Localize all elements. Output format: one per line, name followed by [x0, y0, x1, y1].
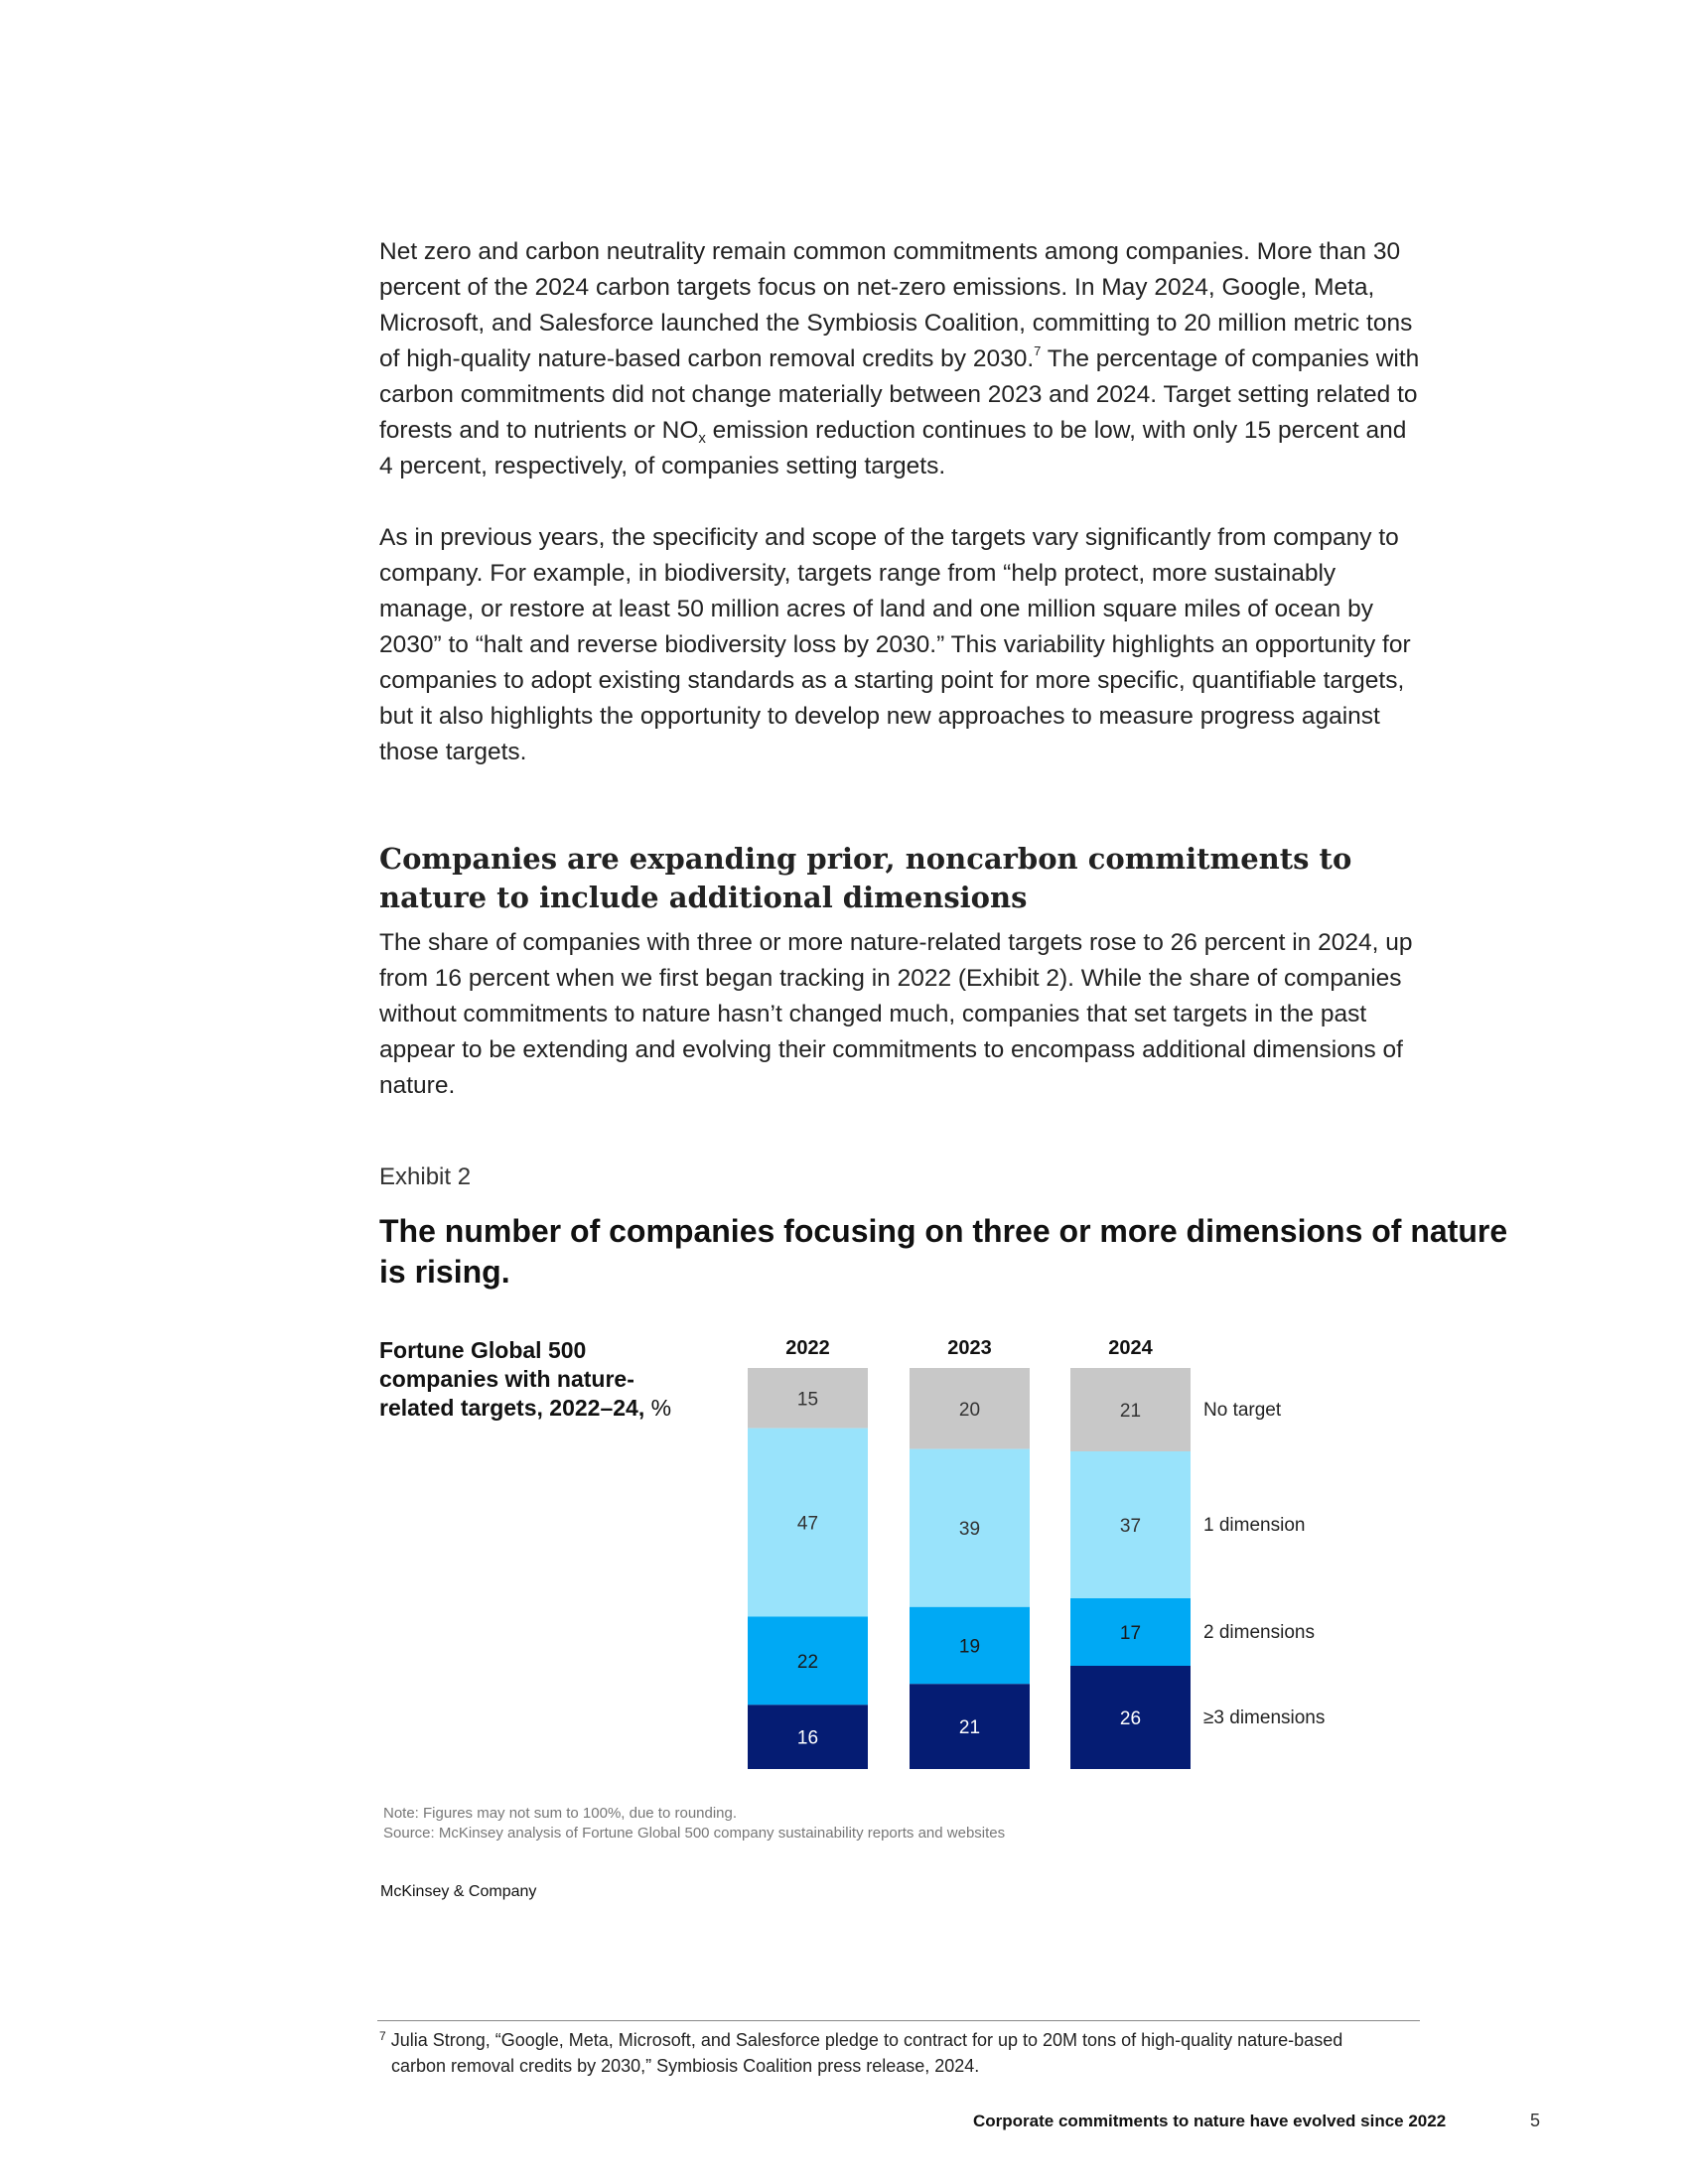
- stacked-bar-chart: 2022 15 47 22 16 2023 20 39 19 21 2024 21 37 17 26 No t…: [748, 1337, 1325, 1769]
- bar-segment-2024-1-dimension: [1070, 1451, 1191, 1598]
- footnote-line-2: carbon removal credits by 2030,” Symbios…: [391, 2056, 980, 2076]
- bar-segment-2023-2-dimensions: [910, 1606, 1030, 1685]
- data-label-2024-1-dimension: 37: [1120, 1516, 1141, 1537]
- category-label-2022: 2022: [785, 1337, 830, 1359]
- category-label-2023: 2023: [947, 1337, 992, 1359]
- legend-label-3-dimensions: ≥3 dimensions: [1203, 1707, 1325, 1728]
- legend-label-2-dimensions: 2 dimensions: [1203, 1622, 1315, 1643]
- chart-subtitle: Fortune Global 500 companies with nature…: [379, 1336, 677, 1423]
- page-number: 5: [1530, 2111, 1541, 2130]
- data-label-2022-1-dimension: 47: [797, 1514, 818, 1535]
- p1-text-b: The percentage of companies with carbon …: [379, 345, 1420, 444]
- p1-text-a: Net zero and carbon neutrality remain co…: [379, 238, 1413, 372]
- bar-segment-2022-3-dimensions: [748, 1705, 868, 1769]
- bar-segment-2023-3-dimensions: [910, 1684, 1030, 1769]
- data-label-2024-no-target: 21: [1120, 1401, 1141, 1422]
- footer-title: Corporate commitments to nature have evo…: [973, 2112, 1447, 2130]
- data-label-2022-no-target: 15: [797, 1389, 818, 1410]
- bar-segment-2024-3-dimensions: [1070, 1666, 1191, 1769]
- chart-subtitle-unit: %: [644, 1395, 672, 1421]
- body-paragraph-3: The share of companies with three or mor…: [379, 929, 1413, 1099]
- bar-segment-2024-2-dimensions: [1070, 1598, 1191, 1666]
- section-heading: Companies are expanding prior, noncarbon…: [379, 842, 1352, 914]
- data-label-2022-2-dimensions: 22: [797, 1652, 818, 1673]
- legend-label-no-target: No target: [1203, 1400, 1282, 1421]
- chart-notes: Note: Figures may not sum to 100%, due t…: [383, 1804, 1005, 1843]
- footnote-mark: 7: [379, 2029, 386, 2043]
- legend-label-1-dimension: 1 dimension: [1203, 1515, 1305, 1536]
- nox-subscript: x: [698, 430, 706, 447]
- data-label-2024-3-dimensions: 26: [1120, 1708, 1141, 1729]
- brand-name: McKinsey & Company: [380, 1883, 537, 1900]
- data-label-2022-3-dimensions: 16: [797, 1728, 818, 1749]
- data-label-2023-1-dimension: 39: [959, 1519, 980, 1540]
- chart-source: Source: McKinsey analysis of Fortune Glo…: [383, 1825, 1006, 1842]
- footnote-divider: [377, 2020, 1420, 2021]
- data-label-2024-2-dimensions: 17: [1120, 1623, 1141, 1644]
- category-label-2024: 2024: [1108, 1337, 1153, 1359]
- bar-segment-2022-no-target: [748, 1368, 868, 1429]
- chart-subtitle-bold: Fortune Global 500 companies with nature…: [379, 1337, 645, 1421]
- body-paragraph-2: As in previous years, the specificity an…: [379, 524, 1411, 765]
- footnote-line-1: Julia Strong, “Google, Meta, Microsoft, …: [385, 2030, 1343, 2050]
- bar-segment-2023-1-dimension: [910, 1448, 1030, 1607]
- footnote-reference[interactable]: 7: [1034, 342, 1042, 358]
- data-label-2023-2-dimensions: 19: [959, 1637, 980, 1658]
- bar-segment-2022-1-dimension: [748, 1428, 868, 1617]
- bar-segment-2023-no-target: [910, 1368, 1030, 1449]
- exhibit-title: The number of companies focusing on thre…: [379, 1213, 1508, 1290]
- data-label-2023-no-target: 20: [959, 1400, 980, 1421]
- data-label-2023-3-dimensions: 21: [959, 1717, 980, 1738]
- chart-note: Note: Figures may not sum to 100%, due t…: [383, 1805, 738, 1822]
- p1-text-c: emission reduction continues to be low, …: [379, 417, 1407, 479]
- body-paragraph-1: Net zero and carbon neutrality remain co…: [379, 234, 1422, 484]
- bar-segment-2022-2-dimensions: [748, 1616, 868, 1706]
- exhibit-label: Exhibit 2: [379, 1163, 472, 1190]
- footnote: 7 Julia Strong, “Google, Meta, Microsoft…: [379, 2028, 1412, 2078]
- bar-segment-2024-no-target: [1070, 1368, 1191, 1451]
